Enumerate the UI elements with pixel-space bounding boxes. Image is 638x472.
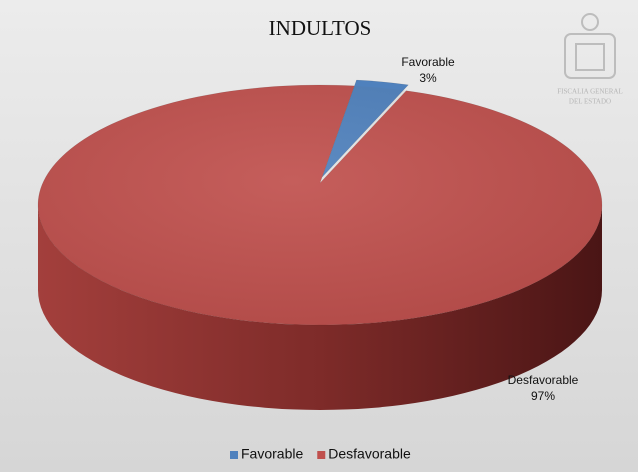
chart-title: INDULTOS [269, 16, 372, 40]
legend-swatch [230, 451, 238, 459]
pie-slice [37, 84, 603, 326]
legend: Favorable Desfavorable [230, 446, 411, 462]
legend-label: Desfavorable [328, 446, 411, 462]
data-label-name: Desfavorable [508, 373, 579, 387]
logo [564, 13, 616, 79]
data-label-value: 97% [531, 389, 555, 403]
data-label-value: 3% [419, 71, 437, 85]
logo-text: FISCALIA GENERAL [557, 88, 623, 96]
data-label-name: Favorable [401, 55, 455, 69]
legend-label: Favorable [241, 446, 303, 462]
pie-side [38, 205, 602, 410]
legend-swatch [317, 451, 326, 459]
logo-text: DEL ESTADO [569, 98, 611, 106]
